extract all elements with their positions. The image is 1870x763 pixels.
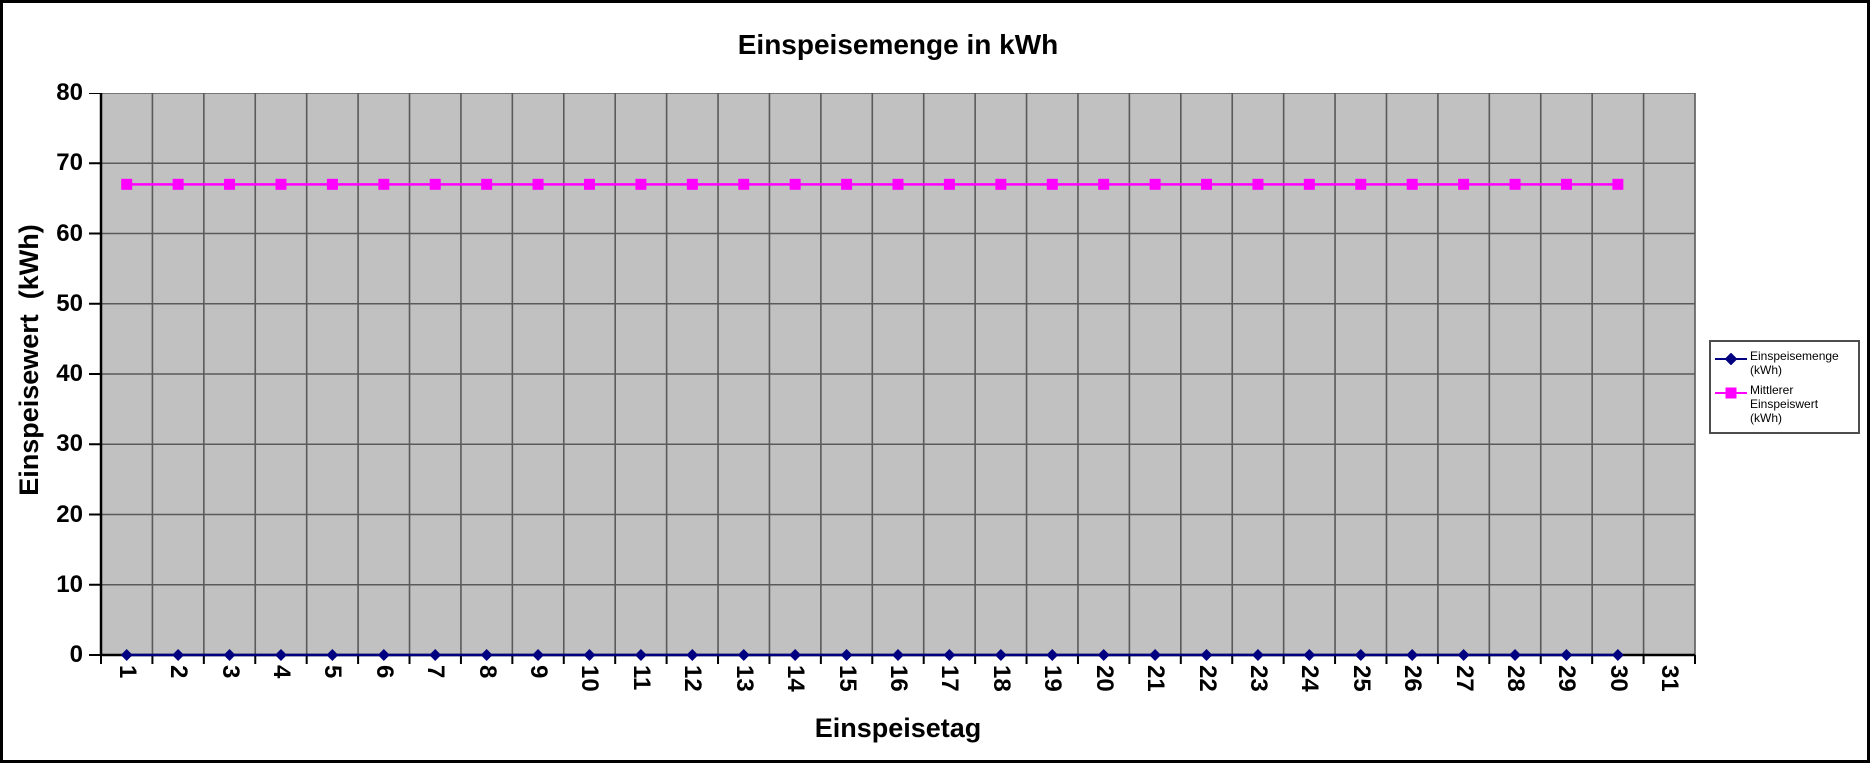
legend-entry-mittlerer-einspeiswert: Mittlerer Einspeiswert (kWh): [1715, 383, 1856, 425]
x-tick-label: 8: [473, 665, 501, 679]
x-tick-label: 6: [370, 665, 398, 679]
data-point-marker: [429, 178, 441, 190]
data-point-marker: [1046, 649, 1059, 661]
data-point-marker: [892, 649, 904, 661]
data-point-marker: [1251, 649, 1264, 661]
y-tick-label: 20: [56, 500, 83, 528]
y-tick-label: 60: [56, 219, 83, 247]
data-point-marker: [686, 649, 699, 661]
x-tick-label: 30: [1604, 665, 1632, 692]
x-tick-label: 1: [113, 665, 141, 679]
x-tick-label: 23: [1244, 665, 1272, 692]
data-point-marker: [686, 178, 698, 190]
data-point-marker: [172, 178, 184, 190]
x-tick-label: 7: [422, 665, 450, 679]
legend-entry-einspeisemenge: Einspeisemenge (kWh): [1715, 349, 1856, 377]
data-point-marker: [1046, 178, 1058, 190]
data-point-marker: [1200, 649, 1213, 661]
data-point-marker: [326, 178, 338, 190]
x-tick-label: 18: [987, 665, 1015, 692]
y-tick-label: 80: [56, 79, 83, 106]
data-point-marker: [635, 178, 647, 190]
data-point-marker: [1612, 178, 1624, 190]
y-tick-label: 40: [56, 360, 83, 387]
data-point-marker: [378, 178, 390, 190]
x-tick-label: 28: [1502, 665, 1530, 692]
data-point-marker: [532, 178, 544, 190]
x-tick-label: 31: [1656, 665, 1684, 692]
data-point-marker: [275, 178, 287, 190]
x-tick-label: 24: [1296, 665, 1324, 692]
x-tick-label: 10: [576, 665, 604, 692]
data-point-marker: [1457, 649, 1470, 661]
data-point-marker: [1560, 178, 1572, 190]
x-tick-label: 26: [1399, 665, 1427, 692]
data-point-marker: [583, 649, 596, 661]
y-tick-label: 70: [56, 149, 83, 177]
data-point-marker: [789, 178, 801, 190]
x-tick-label: 29: [1553, 665, 1581, 692]
x-tick-label: 2: [165, 665, 193, 679]
y-tick-label: 0: [69, 641, 83, 668]
data-point-marker: [429, 649, 442, 661]
x-tick-label: 27: [1450, 665, 1478, 692]
data-point-marker: [1406, 178, 1418, 190]
data-point-marker: [1149, 178, 1161, 190]
data-point-marker: [1611, 649, 1624, 661]
series1-marker-icon: [1715, 353, 1747, 366]
data-point-marker: [1458, 178, 1470, 190]
plot-canvas: [89, 93, 1696, 664]
legend: Einspeisemenge (kWh) Mittlerer Einspeisw…: [1709, 340, 1860, 434]
x-tick-label: 11: [627, 665, 655, 691]
legend-label: Einspeisemenge (kWh): [1750, 349, 1839, 378]
x-tick-label: 22: [1193, 665, 1221, 692]
data-point-marker: [841, 178, 853, 190]
data-point-marker: [481, 178, 493, 190]
x-tick-label: 21: [1142, 665, 1170, 692]
data-point-marker: [789, 649, 802, 661]
data-point-marker: [1355, 178, 1367, 190]
y-tick-label: 10: [56, 570, 83, 598]
x-tick-label: 9: [525, 665, 553, 679]
data-point-marker: [738, 178, 750, 190]
data-point-marker: [737, 649, 750, 661]
y-tick-label: 50: [56, 289, 83, 317]
data-point-marker: [583, 178, 595, 190]
x-tick-label: 19: [1039, 665, 1067, 692]
data-point-marker: [1097, 649, 1110, 661]
chart-title: Einspeisemenge in kWh: [737, 29, 1059, 60]
x-tick-label: 14: [782, 665, 810, 692]
data-point-marker: [892, 178, 904, 190]
x-tick-label: 4: [267, 665, 295, 679]
x-tick-label: 25: [1347, 665, 1375, 692]
data-point-marker: [1509, 178, 1521, 190]
x-tick-label: 20: [1090, 665, 1118, 692]
x-tick-label: 13: [730, 665, 758, 692]
series2-marker-icon: [1715, 387, 1747, 399]
data-point-marker: [1509, 649, 1521, 661]
x-tick-label: 3: [216, 665, 244, 679]
data-point-marker: [1201, 178, 1213, 190]
x-axis-title: Einspeisetag: [814, 713, 982, 743]
y-tick-label: 30: [56, 430, 83, 458]
data-point-marker: [1098, 178, 1110, 190]
data-point-marker: [224, 178, 236, 190]
data-point-marker: [943, 178, 955, 190]
data-point-marker: [275, 649, 287, 661]
data-point-marker: [1354, 649, 1367, 661]
data-point-marker: [121, 178, 133, 190]
data-point-marker: [1252, 178, 1264, 190]
x-tick-label: 16: [885, 665, 912, 692]
x-tick-label: 5: [319, 665, 347, 679]
data-point-marker: [943, 649, 956, 661]
x-tick-label: 12: [679, 665, 707, 692]
data-point-marker: [1303, 178, 1315, 190]
data-point-marker: [840, 649, 853, 661]
legend-label: Mittlerer Einspeiswert (kWh): [1750, 382, 1819, 425]
x-tick-label: 15: [833, 665, 861, 692]
x-tick-label: 17: [936, 665, 964, 692]
data-point-marker: [995, 178, 1007, 190]
